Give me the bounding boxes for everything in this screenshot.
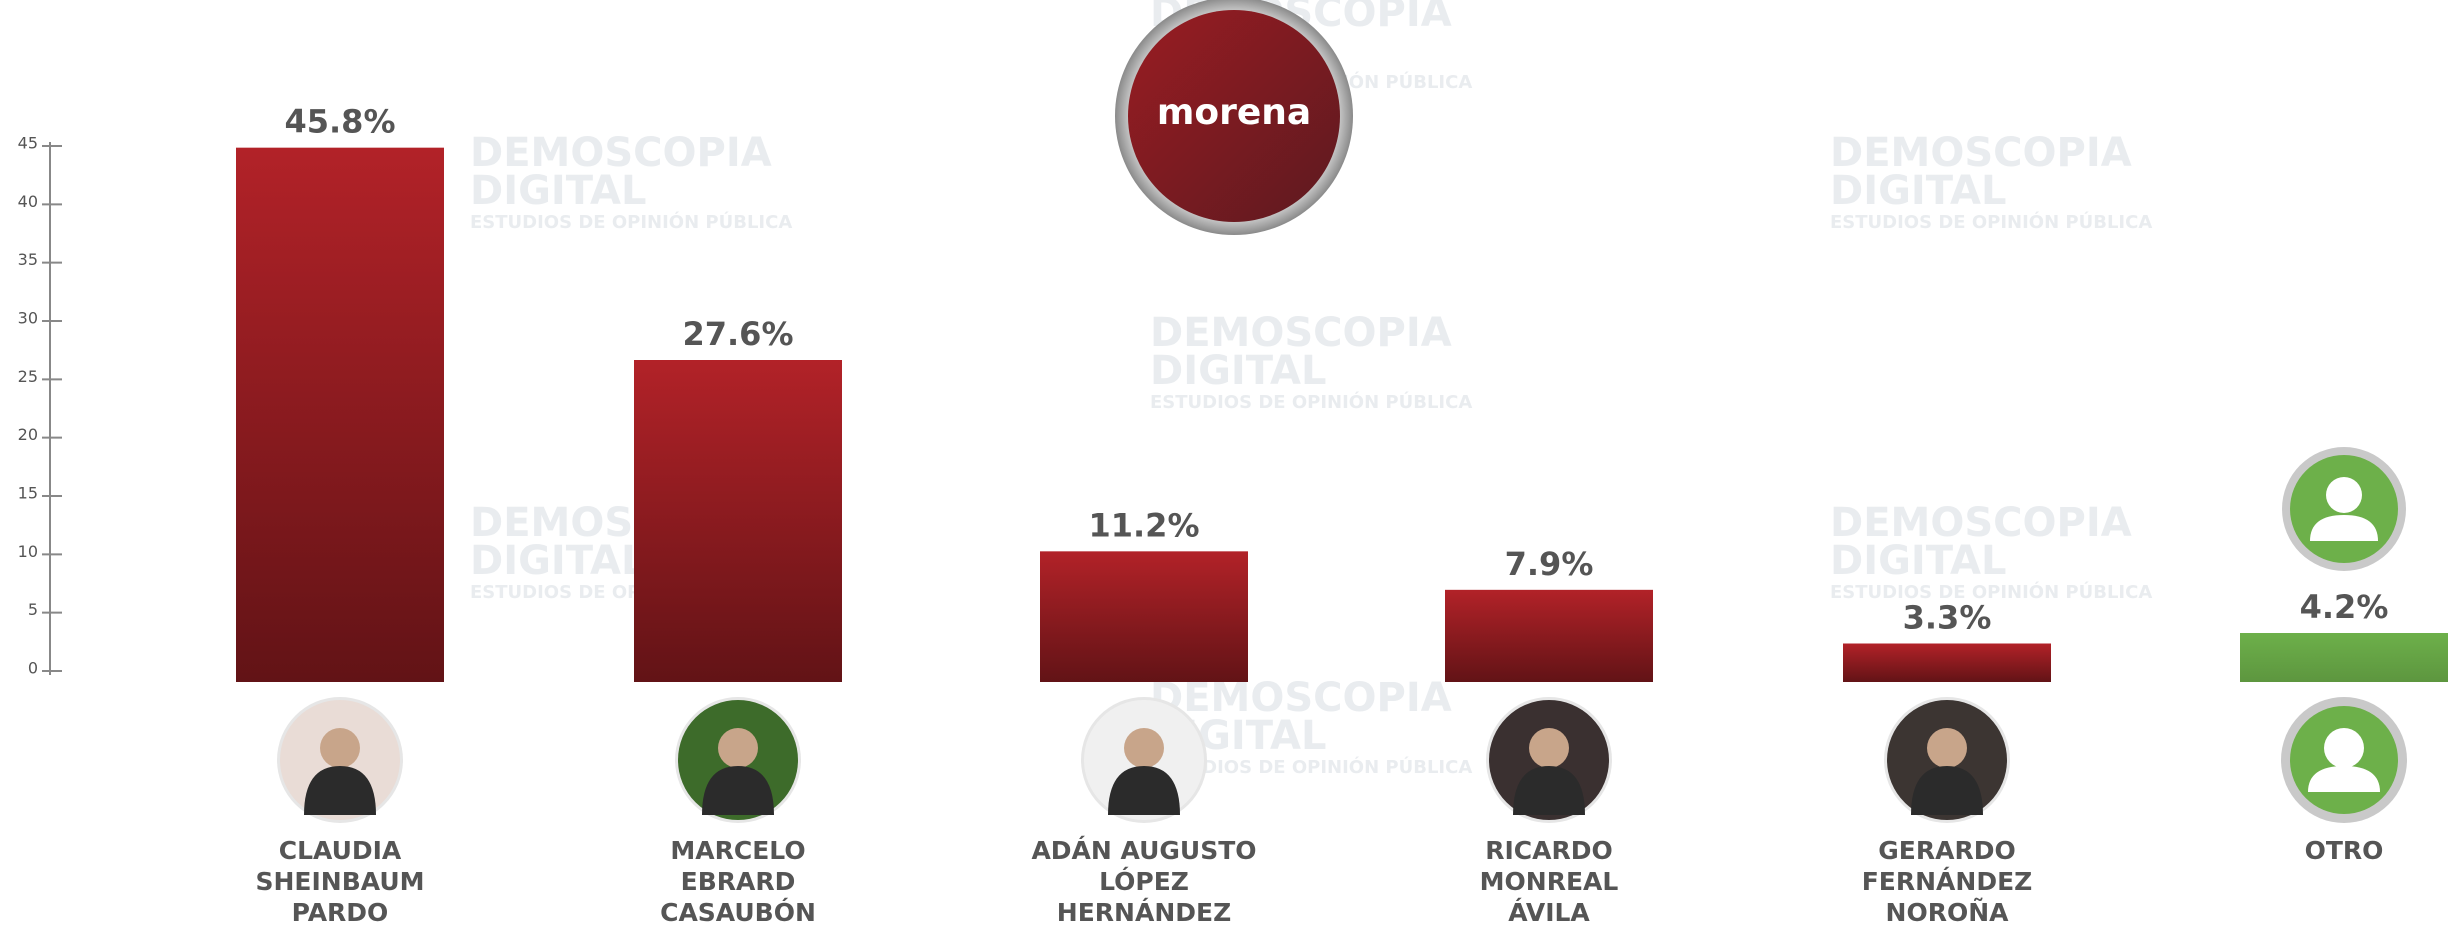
y-tick-label: 40 [18,192,38,211]
photo-head [1124,728,1164,768]
y-tick-label: 35 [18,250,38,269]
value-label: 4.2% [2300,588,2389,626]
photo-head [320,728,360,768]
bar [634,360,842,682]
category-label: MONREAL [1480,867,1619,896]
value-label: 11.2% [1088,506,1199,544]
watermark-text: DIGITAL [470,538,646,584]
avatar-icon [2282,447,2406,571]
category-label: ÁVILA [1508,898,1590,927]
watermark-text: DIGITAL [1150,348,1326,394]
category-label: NOROÑA [1886,898,2010,927]
value-label: 27.6% [682,315,793,353]
bar [2240,633,2448,682]
party-logo: morena [1115,0,1353,235]
bar [1040,551,1248,682]
y-tick-label: 10 [18,542,38,561]
category-label: PARDO [292,898,389,927]
category-label: HERNÁNDEZ [1057,898,1231,927]
value-label: 3.3% [1903,599,1992,637]
watermark-text: DIGITAL [470,168,646,214]
bar [1843,644,2051,683]
y-tick-label: 0 [28,659,38,678]
logo-text: morena [1157,92,1311,133]
photo-head [718,728,758,768]
avatar-head [2326,477,2362,513]
y-tick-label: 5 [28,600,38,619]
category-label: CLAUDIA [279,836,402,865]
category-label: MARCELO [670,836,805,865]
y-tick-label: 45 [18,134,38,153]
value-label: 7.9% [1505,545,1594,583]
photo-head [1927,728,1967,768]
category-label: EBRARD [681,867,796,896]
watermark-text: ESTUDIOS DE OPINIÓN PÚBLICA [470,211,792,233]
watermark-text: ESTUDIOS DE OPINIÓN PÚBLICA [1150,391,1472,413]
category-label: OTRO [2305,836,2384,865]
watermark-text: DIGITAL [1830,168,2006,214]
value-label: 45.8% [284,103,395,141]
bar [1445,590,1653,682]
y-tick-label: 20 [18,425,38,444]
category-label: LÓPEZ [1099,866,1189,896]
category-label: FERNÁNDEZ [1862,867,2033,896]
category-label: SHEINBAUM [255,867,424,896]
category-label: GERARDO [1878,836,2015,865]
category-label: ADÁN AUGUSTO [1031,836,1256,865]
chart: DEMOSCOPIADIGITALESTUDIOS DE OPINIÓN PÚB… [0,0,2458,930]
category-label: CASAUBÓN [660,897,816,927]
watermark-text: ESTUDIOS DE OPINIÓN PÚBLICA [1830,211,2152,233]
y-tick-label: 30 [18,309,38,328]
y-tick-label: 25 [18,367,38,386]
watermark-text: DIGITAL [1830,538,2006,584]
y-tick-label: 15 [18,484,38,503]
category-label: RICARDO [1485,836,1613,865]
photo-head [1529,728,1569,768]
photo-head [2324,728,2364,768]
bar [236,148,444,682]
